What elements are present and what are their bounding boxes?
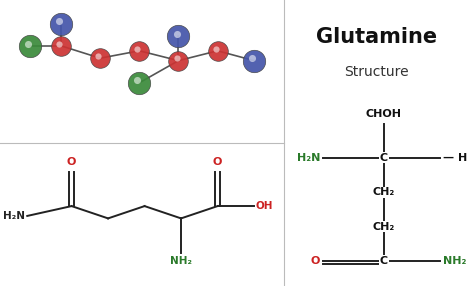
Point (55, 41, 63, 46)
Text: O: O (311, 256, 320, 266)
Point (94, 53, 102, 58)
Text: CH₂: CH₂ (373, 187, 395, 197)
Point (248, 56, 256, 61)
Text: Glutamine: Glutamine (316, 27, 438, 47)
Point (136, 80, 143, 85)
Point (173, 31, 180, 36)
Point (96, 56, 104, 60)
Text: H₂N: H₂N (3, 211, 25, 221)
Point (136, 49, 143, 53)
Text: H₂N: H₂N (297, 153, 320, 163)
Point (174, 58, 182, 63)
Point (214, 49, 221, 53)
Point (250, 58, 258, 63)
Point (26, 43, 34, 48)
Text: CH₂: CH₂ (373, 222, 395, 231)
Text: Structure: Structure (345, 65, 409, 78)
Text: O: O (213, 157, 222, 167)
Text: C: C (380, 153, 388, 163)
Point (24, 41, 32, 46)
Text: NH₂: NH₂ (170, 256, 192, 266)
Text: OH: OH (256, 201, 273, 211)
Point (173, 56, 180, 61)
Point (57, 21, 65, 26)
Point (134, 78, 141, 83)
Text: NH₂: NH₂ (443, 256, 466, 266)
Point (174, 34, 182, 38)
Point (55, 19, 63, 24)
Point (57, 43, 65, 48)
Text: — H: — H (443, 153, 467, 163)
Point (134, 46, 141, 51)
Text: O: O (67, 157, 76, 167)
Point (212, 46, 219, 51)
Text: CHOH: CHOH (366, 109, 402, 119)
Text: C: C (380, 256, 388, 266)
